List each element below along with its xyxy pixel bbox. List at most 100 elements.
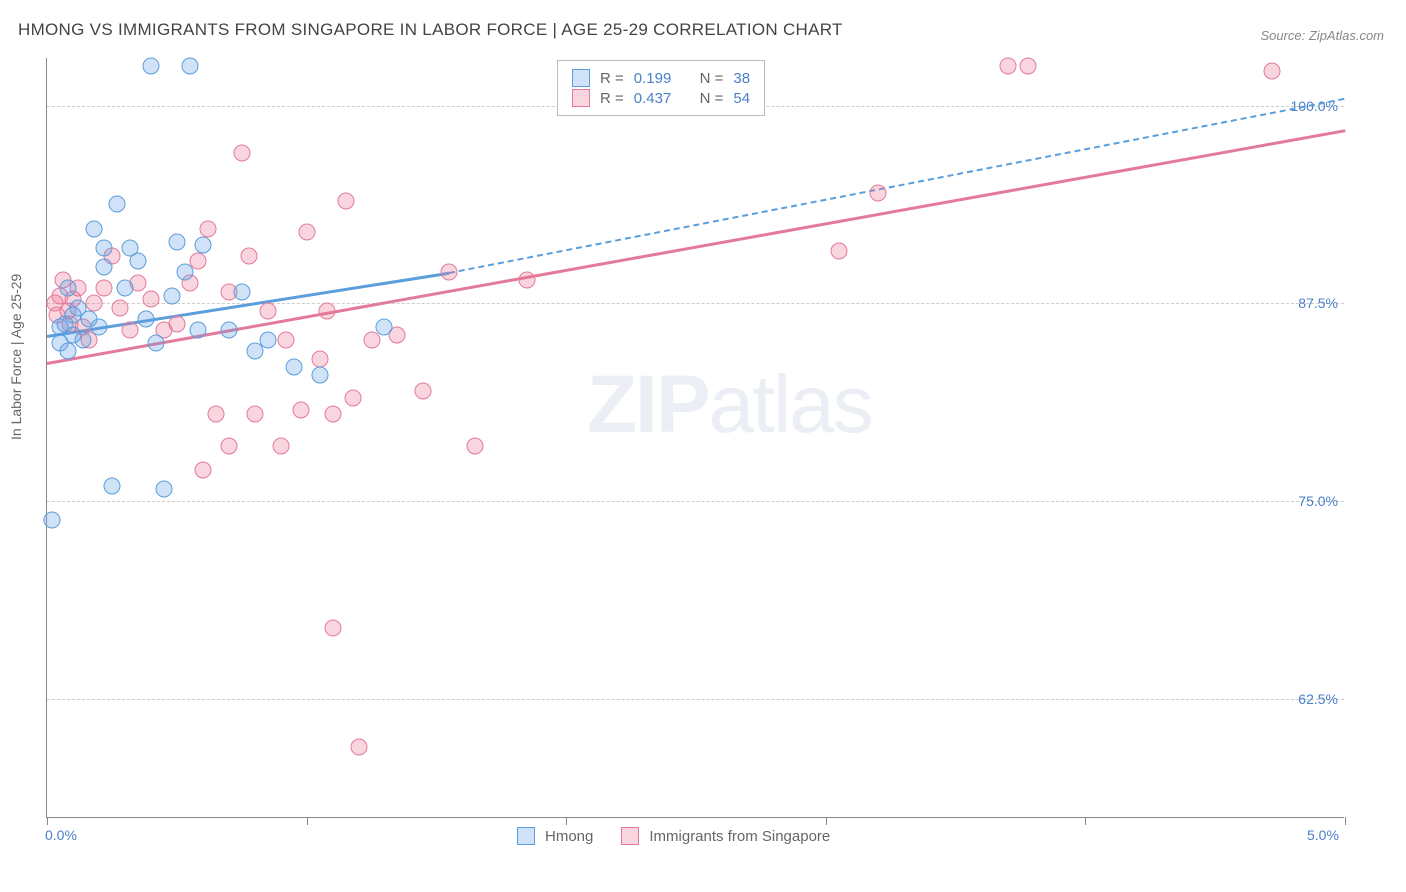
scatter-marker xyxy=(194,236,211,253)
scatter-marker xyxy=(311,366,328,383)
scatter-marker xyxy=(999,57,1016,74)
legend-label: Hmong xyxy=(545,828,593,845)
scatter-marker xyxy=(90,319,107,336)
scatter-marker xyxy=(109,195,126,212)
scatter-marker xyxy=(467,437,484,454)
r-value: 0.437 xyxy=(634,90,672,107)
scatter-marker xyxy=(233,145,250,162)
scatter-marker xyxy=(441,263,458,280)
watermark-bold: ZIP xyxy=(587,359,709,450)
n-label: N = xyxy=(700,90,724,107)
scatter-marker xyxy=(194,461,211,478)
scatter-marker xyxy=(415,382,432,399)
scatter-marker xyxy=(59,342,76,359)
y-axis-label: In Labor Force | Age 25-29 xyxy=(8,274,24,440)
scatter-marker xyxy=(122,322,139,339)
scatter-marker xyxy=(129,252,146,269)
scatter-marker xyxy=(168,316,185,333)
scatter-marker xyxy=(319,303,336,320)
scatter-marker xyxy=(44,512,61,529)
legend-swatch xyxy=(572,69,590,87)
legend-swatch xyxy=(517,827,535,845)
n-value: 38 xyxy=(733,70,750,87)
source-label: Source: ZipAtlas.com xyxy=(1260,28,1384,43)
scatter-marker xyxy=(96,279,113,296)
scatter-marker xyxy=(181,57,198,74)
trend-line xyxy=(449,98,1345,274)
trend-line xyxy=(47,129,1346,365)
gridline-h xyxy=(47,699,1344,700)
scatter-marker xyxy=(324,406,341,423)
legend-swatch xyxy=(572,89,590,107)
scatter-marker xyxy=(869,184,886,201)
scatter-marker xyxy=(220,322,237,339)
scatter-marker xyxy=(272,437,289,454)
scatter-marker xyxy=(220,437,237,454)
x-tick xyxy=(1085,817,1086,825)
r-label: R = xyxy=(600,90,624,107)
scatter-marker xyxy=(1264,62,1281,79)
scatter-marker xyxy=(259,303,276,320)
scatter-marker xyxy=(163,287,180,304)
scatter-marker xyxy=(75,331,92,348)
scatter-marker xyxy=(324,620,341,637)
scatter-marker xyxy=(142,57,159,74)
chart-title: HMONG VS IMMIGRANTS FROM SINGAPORE IN LA… xyxy=(18,20,843,40)
scatter-marker xyxy=(189,322,206,339)
scatter-marker xyxy=(277,331,294,348)
scatter-marker xyxy=(241,247,258,264)
n-label: N = xyxy=(700,70,724,87)
scatter-marker xyxy=(246,406,263,423)
y-tick-label: 87.5% xyxy=(1298,295,1338,311)
y-tick-label: 62.5% xyxy=(1298,691,1338,707)
scatter-marker xyxy=(85,295,102,312)
scatter-marker xyxy=(148,335,165,352)
legend-label: Immigrants from Singapore xyxy=(649,828,830,845)
x-tick xyxy=(566,817,567,825)
scatter-marker xyxy=(233,284,250,301)
series-legend: Hmong Immigrants from Singapore xyxy=(517,827,848,845)
x-tick xyxy=(307,817,308,825)
watermark-rest: atlas xyxy=(709,359,872,450)
scatter-marker xyxy=(350,738,367,755)
x-tick xyxy=(826,817,827,825)
scatter-marker xyxy=(298,224,315,241)
scatter-marker xyxy=(311,350,328,367)
gridline-h xyxy=(47,501,1344,502)
scatter-marker xyxy=(142,290,159,307)
x-tick xyxy=(1345,817,1346,825)
correlation-legend-row: R = 0.437 N = 54 xyxy=(572,89,750,107)
scatter-marker xyxy=(830,243,847,260)
scatter-marker xyxy=(116,279,133,296)
plot-area: ZIPatlas 62.5%75.0%87.5%100.0%0.0%5.0%R … xyxy=(46,58,1344,818)
scatter-marker xyxy=(1020,57,1037,74)
x-tick-label: 5.0% xyxy=(1307,827,1339,843)
scatter-marker xyxy=(519,271,536,288)
n-value: 54 xyxy=(733,90,750,107)
scatter-marker xyxy=(293,401,310,418)
correlation-legend: R = 0.199 N = 38R = 0.437 N = 54 xyxy=(557,60,765,116)
scatter-marker xyxy=(137,311,154,328)
scatter-marker xyxy=(103,477,120,494)
x-tick xyxy=(47,817,48,825)
scatter-marker xyxy=(207,406,224,423)
scatter-marker xyxy=(199,221,216,238)
scatter-marker xyxy=(376,319,393,336)
scatter-marker xyxy=(285,358,302,375)
scatter-marker xyxy=(259,331,276,348)
scatter-marker xyxy=(96,240,113,257)
y-tick-label: 75.0% xyxy=(1298,493,1338,509)
scatter-marker xyxy=(176,263,193,280)
correlation-legend-row: R = 0.199 N = 38 xyxy=(572,69,750,87)
r-label: R = xyxy=(600,70,624,87)
legend-swatch xyxy=(621,827,639,845)
scatter-marker xyxy=(96,259,113,276)
scatter-marker xyxy=(111,300,128,317)
r-value: 0.199 xyxy=(634,70,672,87)
scatter-marker xyxy=(155,480,172,497)
scatter-marker xyxy=(363,331,380,348)
scatter-marker xyxy=(168,233,185,250)
scatter-marker xyxy=(337,192,354,209)
x-tick-label: 0.0% xyxy=(45,827,77,843)
scatter-marker xyxy=(85,221,102,238)
